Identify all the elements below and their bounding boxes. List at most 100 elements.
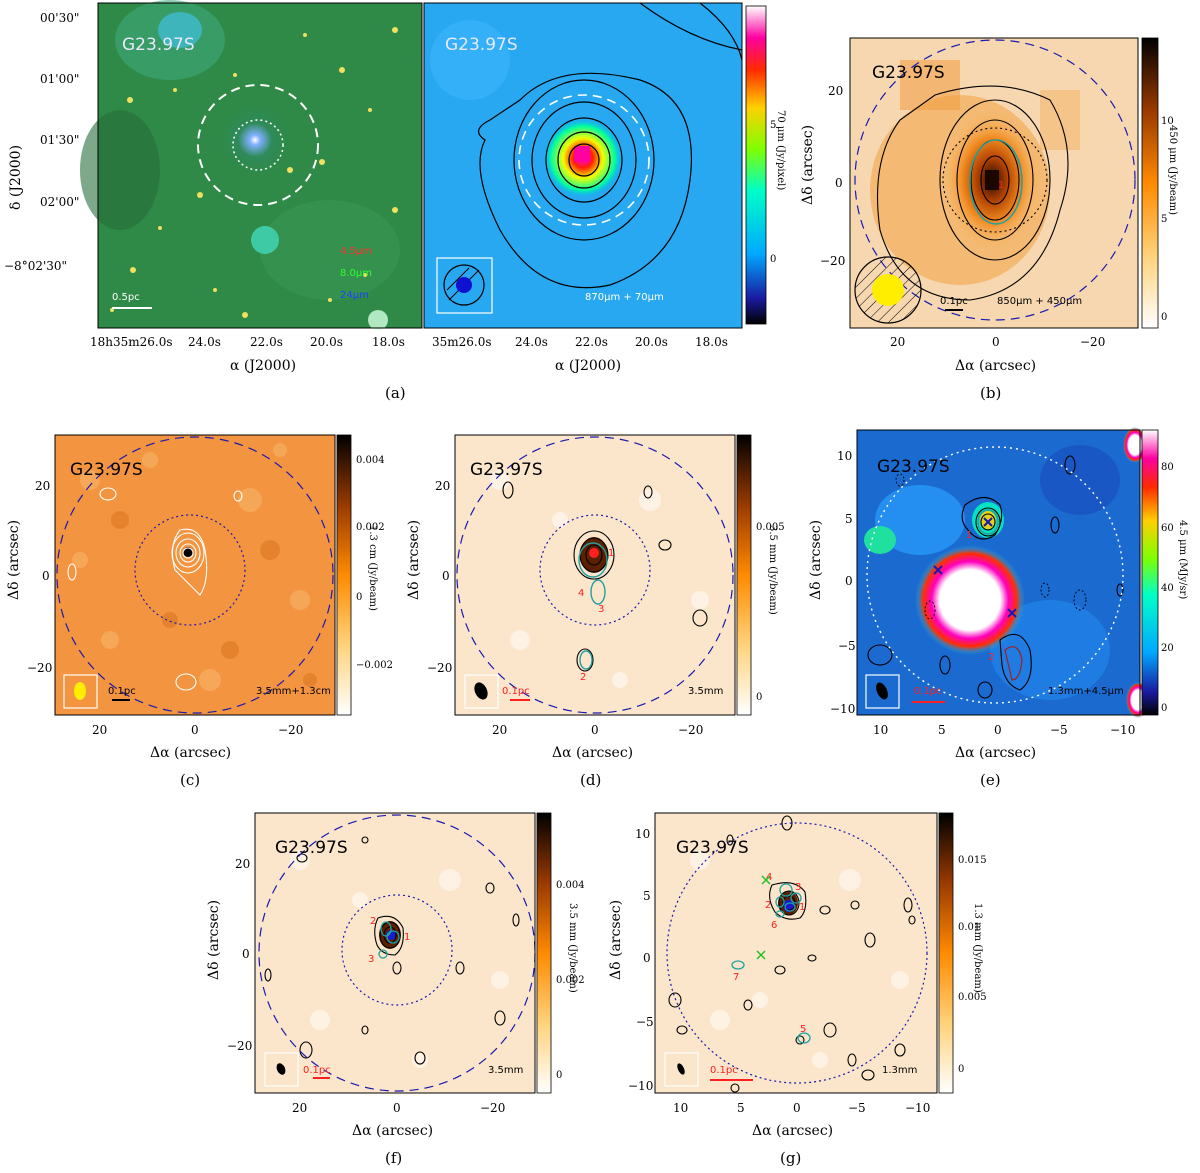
panel-b-label: 850μm + 450μm (997, 296, 1082, 307)
panel-d: 1 4 3 2 G23.97S 0.1pc 3.5mm 3.5 mm (Jy/b… (406, 434, 785, 789)
panel-a-scalebar: 0.5pc (112, 292, 140, 303)
xtick: 10 (673, 1101, 688, 1115)
ytick: −10 (830, 702, 855, 716)
panel-e-label: 1.3mm+4.5μm (1048, 686, 1124, 697)
panel-a-right-title: G23.97S (445, 35, 518, 55)
panel-a-xlabel-left: α (J2000) (230, 358, 296, 374)
panel-e-title: G23.97S (877, 457, 950, 477)
panel-g-label: 1.3mm (882, 1065, 917, 1076)
cb-tick: 0 (556, 1070, 562, 1081)
panel-f-source-number: 2 (370, 916, 376, 927)
cb-tick: 0 (958, 1064, 964, 1075)
panel-c: G23.97S 0.1pc 3.5mm+1.3cm 1.3 cm (Jy/bea… (6, 434, 393, 789)
xtick: −5 (848, 1101, 866, 1115)
ytick: −5 (838, 639, 856, 653)
panel-e-scalebar: 0.1pc (914, 686, 942, 697)
xtick: 20 (492, 723, 507, 737)
panel-a-caption: (a) (385, 384, 406, 402)
cb-tick: 0.004 (556, 880, 585, 891)
panel-d-source-number: 2 (580, 672, 586, 683)
xtick: 0 (393, 1101, 401, 1115)
panel-a-axes: 00'30" 01'00" 01'30" 02'00" −8°02'30" δ … (4, 11, 728, 402)
xtick: 0 (994, 723, 1002, 737)
panel-d-ylabel: Δδ (arcsec) (406, 520, 422, 600)
panel-d-colorbar (736, 434, 752, 716)
cb-tick: 0.015 (958, 855, 987, 866)
xtick: 18.0s (372, 335, 405, 349)
panel-c-colorbar-label: 1.3 cm (Jy/beam) (367, 525, 378, 611)
ytick: 20 (828, 84, 843, 98)
xtick: 0 (191, 723, 199, 737)
panel-g-source-number: 2 (765, 900, 771, 911)
panel-a-right-label: 870μm + 70μm (585, 292, 664, 303)
ytick: 0 (442, 569, 450, 583)
xtick: −5 (1050, 723, 1068, 737)
ytick: 0 (835, 176, 843, 190)
panel-b-scalebar: 0.1pc (940, 296, 968, 307)
cb-tick: 5 (1161, 214, 1167, 225)
xtick: 20 (92, 723, 107, 737)
panel-g-xlabel: Δα (arcsec) (752, 1123, 833, 1139)
cb-tick: 0.004 (356, 455, 385, 466)
ytick: 0 (643, 951, 651, 965)
legend-8um: 8.0μm (340, 268, 372, 279)
ytick: 10 (635, 827, 650, 841)
xtick: −20 (278, 723, 303, 737)
panel-b-title: G23.97S (872, 63, 945, 83)
cb-tick: 0 (1161, 312, 1167, 323)
panel-b-colorbar (1141, 37, 1159, 329)
panel-c-ylabel: Δδ (arcsec) (6, 520, 22, 600)
xtick: 10 (873, 723, 888, 737)
cb-tick: 40 (1161, 583, 1174, 594)
panel-c-caption: (c) (180, 771, 200, 789)
ytick: 20 (35, 479, 50, 493)
panel-g-caption: (g) (780, 1149, 801, 1167)
panel-d-title: G23.97S (470, 460, 543, 480)
panel-c-xlabel: Δα (arcsec) (150, 745, 231, 761)
panel-f-scalebar: 0.1pc (303, 1065, 331, 1076)
cb-tick: 0.002 (556, 975, 585, 986)
panel-a-cb-tick-0: 0 (770, 254, 776, 265)
ytick: −20 (820, 254, 845, 268)
panel-f: 2 1 3 G23.97S 0.1pc 3.5mm 3.5 mm (Jy/bea… (206, 812, 585, 1167)
panel-a-cb-tick-5: 5 (770, 120, 776, 131)
panel-d-scalebar: 0.1pc (502, 686, 530, 697)
xtick: 0 (793, 1101, 801, 1115)
xtick: 20 (292, 1101, 307, 1115)
panel-b-ylabel: Δδ (arcsec) (800, 125, 816, 205)
xtick: 18h35m26.0s (90, 335, 173, 349)
cb-tick: 80 (1161, 462, 1174, 473)
xtick: 5 (938, 723, 946, 737)
panel-a-ylabel: δ (J2000) (8, 145, 24, 210)
panel-g-source-number: 7 (733, 972, 739, 983)
ytick: 01'30" (40, 133, 79, 147)
xtick: 18.0s (695, 335, 728, 349)
panel-g-ylabel: Δδ (arcsec) (608, 900, 624, 980)
panel-e-colorbar (1141, 429, 1159, 716)
panel-g-scalebar: 0.1pc (710, 1065, 738, 1076)
panel-d-source-number: 3 (598, 604, 604, 615)
panel-b: 1 G23.97S 0.1pc 850μm + 450μm 450 μm (Jy… (800, 37, 1178, 402)
xtick: −20 (480, 1101, 505, 1115)
cb-tick: 0.005 (756, 522, 785, 533)
xtick: 20 (890, 335, 905, 349)
legend-24um: 24μm (340, 290, 369, 301)
panel-d-xlabel: Δα (arcsec) (552, 745, 633, 761)
panel-e-ylabel: Δδ (arcsec) (808, 520, 824, 600)
ytick: 0 (42, 569, 50, 583)
panel-f-caption: (f) (385, 1149, 402, 1167)
ytick: −20 (27, 661, 52, 675)
legend-4-5um: 4.5μm (340, 246, 372, 257)
panel-g-source-number: 1 (799, 902, 805, 913)
panel-a-colorbar (745, 5, 767, 325)
panel-c-colorbar (336, 434, 352, 716)
panel-g-title: G23.97S (676, 838, 749, 858)
panel-e: 1 2 G23.97S 0.1pc 1.3mm+4.5μm 4.5 μm (MJ… (808, 427, 1188, 789)
ytick: 00'30" (40, 11, 79, 25)
xtick: −10 (905, 1101, 930, 1115)
ytick: 0 (242, 947, 250, 961)
panel-f-xlabel: Δα (arcsec) (352, 1123, 433, 1139)
ytick: 0 (845, 574, 853, 588)
xtick: 5 (737, 1101, 745, 1115)
xtick: −10 (1110, 723, 1135, 737)
